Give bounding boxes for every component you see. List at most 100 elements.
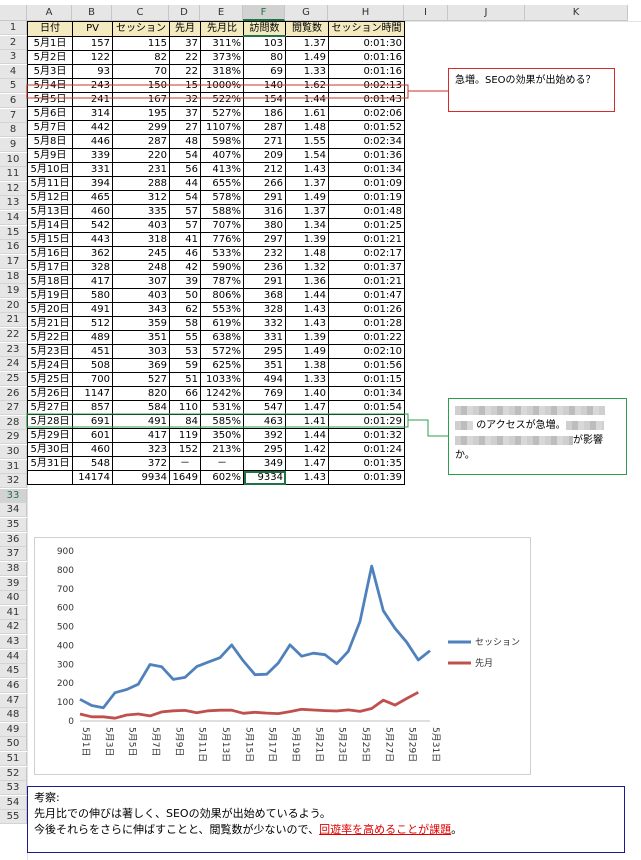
column-header-f[interactable]: F: [243, 5, 285, 21]
table-row: 5月23日 451 303 53 572% 295 1.49 0:02:10: [27, 344, 405, 359]
row-header-40[interactable]: 40: [0, 591, 27, 606]
column-header-k[interactable]: K: [525, 5, 628, 21]
row-header-46[interactable]: 46: [0, 678, 27, 693]
row-header-54[interactable]: 54: [0, 795, 27, 810]
table-row: 5月18日 417 307 39 787% 291 1.36 0:01:21: [27, 274, 405, 289]
row-header-2[interactable]: 2: [0, 35, 27, 50]
x-tick-label: 5月23日: [337, 727, 348, 762]
row-header-36[interactable]: 36: [0, 532, 27, 547]
table-cell[interactable]: 14174: [72, 470, 113, 485]
callout-seo[interactable]: 急増。SEOの効果が出始める？: [448, 68, 615, 112]
row-header-8[interactable]: 8: [0, 123, 27, 138]
table-header-cell[interactable]: PV: [72, 21, 113, 37]
row-header-35[interactable]: 35: [0, 518, 27, 533]
row-header-42[interactable]: 42: [0, 620, 27, 635]
table-cell[interactable]: 0:01:39: [328, 470, 405, 485]
row-header-31[interactable]: 31: [0, 459, 27, 474]
table-header-cell[interactable]: 先月比: [200, 21, 244, 37]
row-header-53[interactable]: 53: [0, 781, 27, 796]
table-header-cell[interactable]: セッション: [112, 21, 170, 37]
row-header-32[interactable]: 32: [0, 474, 27, 489]
row-header-11[interactable]: 11: [0, 167, 27, 182]
row-header-48[interactable]: 48: [0, 708, 27, 723]
row-header-37[interactable]: 37: [0, 547, 27, 562]
select-all-corner[interactable]: [0, 5, 27, 21]
table-cell[interactable]: 9934: [112, 470, 170, 485]
row-header-49[interactable]: 49: [0, 722, 27, 737]
row-header-50[interactable]: 50: [0, 737, 27, 752]
row-header-41[interactable]: 41: [0, 605, 27, 620]
callout-access-text: のアクセスが急増。: [476, 420, 566, 431]
table-row: 5月25日 700 527 51 1033% 494 1.33 0:01:15: [27, 372, 405, 387]
row-header-16[interactable]: 16: [0, 240, 27, 255]
row-header-12[interactable]: 12: [0, 181, 27, 196]
row-header-30[interactable]: 30: [0, 444, 27, 459]
row-header-14[interactable]: 14: [0, 211, 27, 226]
row-header-55[interactable]: 55: [0, 810, 27, 825]
column-header-e[interactable]: E: [200, 5, 243, 21]
row-header-51[interactable]: 51: [0, 752, 27, 766]
line-chart[interactable]: 0 100 200 300 400 500 600 700 800 900 5月1日 5月3日 5月5日…: [34, 537, 531, 775]
legend-label: セッション: [475, 637, 520, 648]
row-header-3[interactable]: 3: [0, 50, 27, 65]
row-header-21[interactable]: 21: [0, 313, 27, 328]
row-header-27[interactable]: 27: [0, 401, 27, 416]
note-line2-end: 。: [451, 823, 463, 836]
row-header-17[interactable]: 17: [0, 254, 27, 269]
note-line2-highlight: 回遊率を高めることが課題: [319, 823, 452, 836]
row-header-9[interactable]: 9: [0, 137, 27, 152]
column-header-d[interactable]: D: [169, 5, 200, 21]
table-row: 5月17日 328 248 42 590% 236 1.32 0:01:37: [27, 260, 405, 275]
row-header-34[interactable]: 34: [0, 503, 27, 518]
series-line-last-month: [79, 691, 419, 720]
table-cell[interactable]: 602%: [200, 470, 244, 485]
row-header-52[interactable]: 52: [0, 766, 27, 781]
row-header-39[interactable]: 39: [0, 576, 27, 591]
column-header-g[interactable]: G: [285, 5, 328, 21]
table-row: 5月20日 491 343 62 553% 328 1.43 0:01:26: [27, 302, 405, 317]
column-header-b[interactable]: B: [72, 5, 112, 21]
table-row: 5月3日 93 70 22 318% 69 1.33 0:01:16: [27, 64, 405, 79]
row-header-33[interactable]: 33: [0, 488, 27, 503]
row-header-7[interactable]: 7: [0, 108, 27, 123]
row-header-25[interactable]: 25: [0, 371, 27, 386]
table-header-cell[interactable]: セッション時間: [328, 21, 405, 37]
row-header-15[interactable]: 15: [0, 225, 27, 240]
table-row: 5月15日 443 318 41 776% 297 1.39 0:01:21: [27, 232, 405, 247]
table-header-cell[interactable]: 日付: [27, 21, 73, 37]
table-cell[interactable]: 0:01:24: [328, 442, 405, 457]
row-header-19[interactable]: 19: [0, 284, 27, 299]
row-header-20[interactable]: 20: [0, 298, 27, 313]
row-header-43[interactable]: 43: [0, 635, 27, 650]
table-header-cell[interactable]: 訪問数: [243, 21, 286, 37]
column-header-a[interactable]: A: [27, 5, 72, 21]
chart-svg: 0 100 200 300 400 500 600 700 800 900 5月1日 5月3日 5月5日…: [57, 547, 520, 762]
row-header-22[interactable]: 22: [0, 328, 27, 343]
y-tick-label: 600: [57, 604, 74, 614]
row-header-4[interactable]: 4: [0, 64, 27, 79]
row-header-47[interactable]: 47: [0, 693, 27, 708]
column-header-i[interactable]: I: [404, 5, 448, 21]
row-header-45[interactable]: 45: [0, 664, 27, 679]
row-header-24[interactable]: 24: [0, 357, 27, 372]
table-cell[interactable]: 9334: [243, 470, 286, 485]
column-header-c[interactable]: C: [112, 5, 169, 21]
table-cell[interactable]: 1.43: [285, 470, 329, 485]
callout-access[interactable]: のアクセスが急増。 が影響 か。: [448, 398, 627, 475]
row-header-10[interactable]: 10: [0, 152, 27, 167]
row-header-23[interactable]: 23: [0, 342, 27, 357]
row-header-38[interactable]: 38: [0, 561, 27, 576]
row-header-26[interactable]: 26: [0, 386, 27, 401]
x-tick-label: 5月19日: [290, 727, 301, 762]
column-header-h[interactable]: H: [328, 5, 404, 21]
table-row: 5月30日 460 323 152 213% 295 1.42 0:01:24: [27, 442, 405, 457]
row-header-44[interactable]: 44: [0, 649, 27, 664]
row-header-18[interactable]: 18: [0, 269, 27, 284]
column-header-j[interactable]: J: [448, 5, 525, 21]
note-box[interactable]: 考察: 先月比での伸びは著しく、SEOの効果が出始めているよう。 今後それらをさ…: [27, 786, 625, 853]
row-header-29[interactable]: 29: [0, 430, 27, 445]
row-header-6[interactable]: 6: [0, 94, 27, 109]
row-header-13[interactable]: 13: [0, 196, 27, 211]
row-header-1[interactable]: 1: [0, 21, 27, 35]
